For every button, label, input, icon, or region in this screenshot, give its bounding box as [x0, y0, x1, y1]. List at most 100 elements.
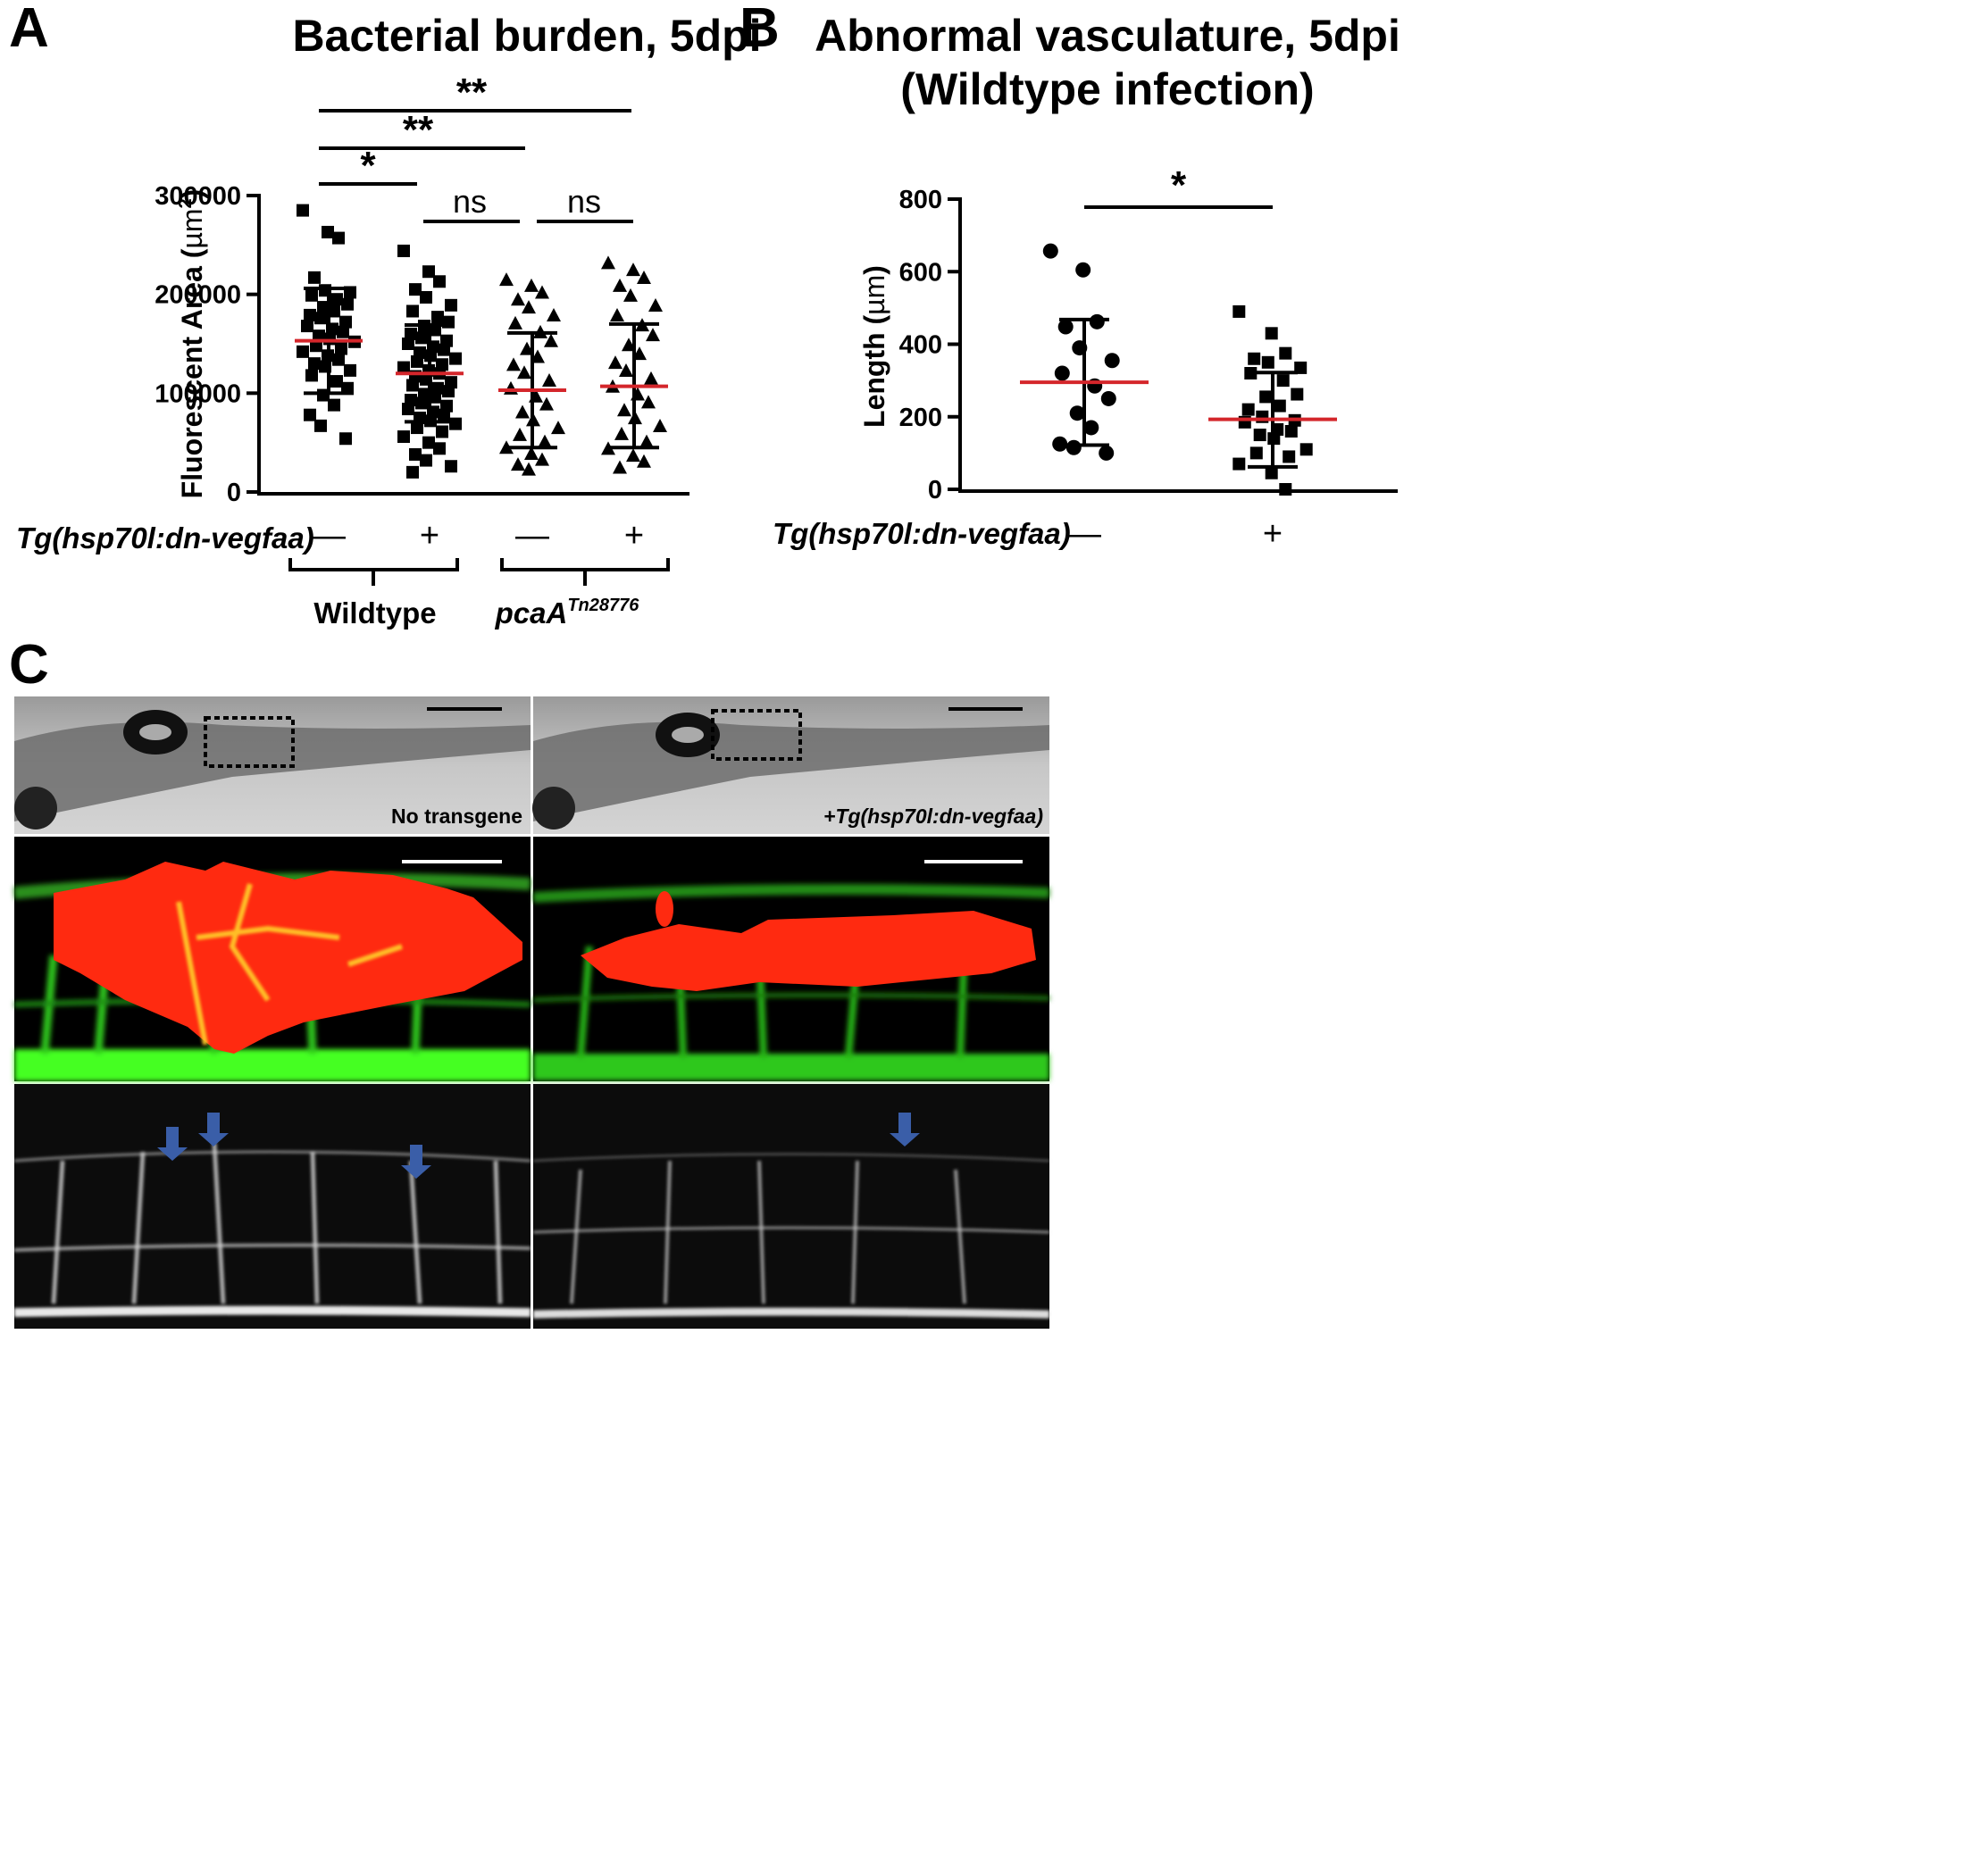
data-point [613, 460, 627, 474]
data-point [341, 297, 354, 311]
arrow-icon [198, 1113, 229, 1146]
group-label-wildtype: Wildtype [313, 596, 436, 630]
data-point [436, 425, 448, 438]
chart-b-stats [1020, 317, 1337, 469]
data-point [344, 363, 356, 377]
data-point [538, 434, 552, 448]
data-point [610, 308, 624, 322]
chart-a-signs: — + — + [312, 517, 644, 554]
data-point [422, 265, 435, 279]
data-point [524, 446, 539, 460]
data-point [1248, 352, 1261, 365]
chart-b-row-label: Tg(hsp70l:dn-vegfaa) [773, 517, 1071, 550]
data-point [511, 457, 525, 471]
grayscale-image-left [13, 1084, 531, 1329]
data-point [301, 320, 313, 333]
data-point [415, 396, 428, 410]
chart-a-comparisons: *****ns ns [319, 71, 633, 223]
data-point [506, 357, 521, 371]
data-point [297, 345, 309, 358]
y-label-close: ) [858, 265, 890, 275]
y-tick-label: 0 [227, 479, 241, 507]
group-label-pcaa-superscript: Tn28776 [567, 596, 639, 615]
data-point [402, 403, 414, 416]
y-tick-label: 200 [899, 404, 942, 432]
data-point [328, 304, 340, 318]
data-point [601, 441, 615, 455]
data-point [314, 312, 327, 325]
chart-a-row-label: Tg(hsp70l:dn-vegfaa) [16, 521, 314, 554]
y-label-unit: µm [858, 275, 890, 315]
brightfield-image-left: No transgene [14, 696, 531, 834]
data-point [305, 369, 318, 382]
data-point [522, 462, 536, 476]
data-point [646, 328, 660, 342]
data-point [504, 380, 518, 395]
y-label-sup: 2 [176, 198, 196, 208]
data-point [330, 375, 343, 388]
data-point [337, 325, 349, 338]
y-label-close: ) [176, 189, 208, 199]
data-point [339, 432, 352, 446]
panel-letter-c: C [9, 634, 49, 696]
data-point [1279, 483, 1292, 496]
data-point [1232, 304, 1246, 318]
data-point [449, 352, 462, 365]
data-point [617, 403, 631, 417]
y-tick-label: 200000 [155, 281, 241, 310]
significance-label: * [1171, 163, 1187, 207]
data-point [619, 363, 633, 377]
data-point [1261, 355, 1274, 369]
data-point [637, 270, 651, 284]
y-label-main: Length ( [858, 314, 890, 428]
data-point [1100, 390, 1116, 406]
data-point [429, 390, 441, 404]
data-point [431, 311, 444, 324]
significance-label: ** [403, 108, 434, 152]
data-point [308, 271, 321, 284]
data-point [1284, 425, 1298, 438]
arrow-icon [401, 1145, 431, 1179]
data-point [626, 263, 640, 277]
data-point [449, 417, 462, 430]
data-point [515, 404, 530, 419]
data-point [1253, 429, 1266, 442]
data-point [313, 329, 325, 343]
data-point [513, 427, 527, 441]
data-point [405, 327, 417, 340]
data-point [305, 288, 318, 302]
data-point [406, 379, 419, 392]
data-point [415, 331, 428, 345]
fluorescence-image-right [532, 837, 1050, 1081]
grayscale-image-right [532, 1084, 1050, 1329]
bacteria-region-left [54, 862, 522, 1054]
data-point [339, 315, 352, 329]
y-tick-label: 600 [899, 258, 942, 287]
data-point [1232, 457, 1246, 471]
data-point [411, 354, 423, 368]
data-point [1069, 405, 1085, 421]
data-point [397, 430, 410, 444]
data-point [1083, 420, 1099, 436]
data-point [402, 338, 414, 350]
data-point [406, 465, 419, 479]
caption-right: +Tg(hsp70l:dn-vegfaa) [823, 805, 1043, 828]
data-point [535, 452, 549, 466]
y-tick-label: 0 [928, 476, 942, 504]
y-label-main: Fluorescent Area ( [176, 248, 208, 498]
data-point [1249, 446, 1263, 460]
data-point [297, 204, 309, 217]
chart-a-stats [295, 287, 668, 450]
panel-c: C No transgene +Tg(hsp70l:dn-vegfaa) [9, 634, 1050, 1329]
y-tick-label: 800 [899, 186, 942, 214]
panel-letter-a: A [9, 0, 49, 59]
data-point [1104, 353, 1120, 369]
data-point [438, 343, 450, 356]
chart-b-title-line1: Abnormal vasculature, 5dpi [815, 11, 1400, 61]
data-point [539, 396, 554, 411]
y-tick-label: 300000 [155, 182, 241, 211]
chart-a-y-axis-label: Fluorescent Area (µm2) [176, 189, 208, 499]
panel-letter-b: B [740, 0, 780, 59]
data-point [330, 293, 343, 306]
data-point [322, 225, 334, 238]
